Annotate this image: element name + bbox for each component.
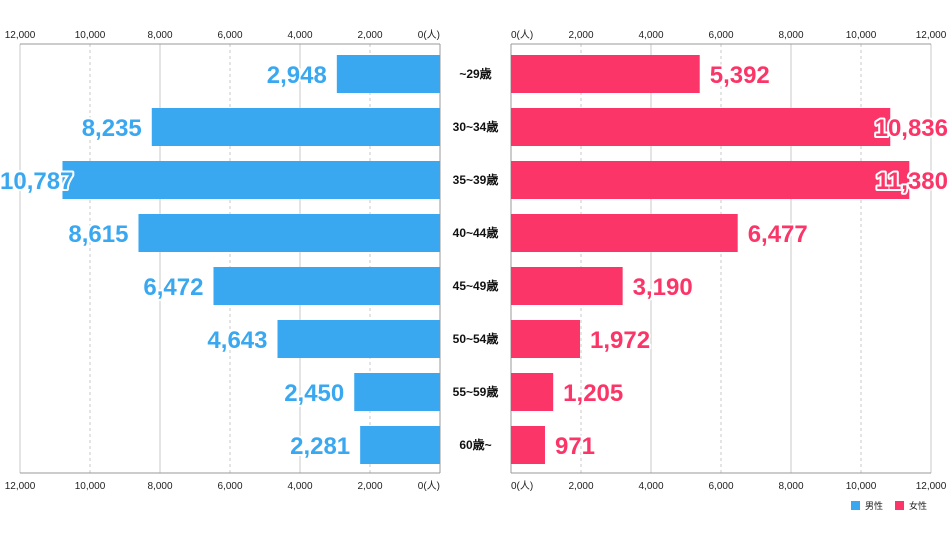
bar-male (138, 214, 440, 252)
tick-label-left-bottom: 0(人) (418, 480, 440, 492)
tick-label-left-top: 8,000 (147, 30, 172, 41)
value-label-female: 6,477 (748, 221, 808, 248)
tick-label-right-top: 10,000 (846, 30, 877, 41)
bar-female (511, 55, 700, 93)
legend-label-female: 女性 (909, 500, 927, 511)
tick-label-right-top: 8,000 (778, 30, 803, 41)
value-label-male: 10,787 (0, 168, 73, 195)
tick-label-right-top: 0(人) (511, 29, 533, 41)
bar-female (511, 161, 910, 199)
value-label-female: 971 (555, 433, 595, 460)
category-label: 55~59歳 (453, 384, 499, 399)
bar-male (336, 55, 440, 93)
bar-female (511, 320, 581, 358)
tick-label-right-bottom: 10,000 (846, 481, 877, 492)
tick-label-right-bottom: 2,000 (568, 481, 593, 492)
value-label-male: 8,235 (82, 115, 142, 142)
bar-female (511, 108, 891, 146)
value-label-male: 2,281 (290, 433, 350, 460)
category-label: 50~54歳 (453, 331, 499, 346)
bar-male (213, 267, 440, 305)
value-label-male: 8,615 (68, 221, 128, 248)
bar-male (354, 373, 440, 411)
tick-label-left-bottom: 2,000 (357, 481, 382, 492)
bar-male (62, 161, 441, 199)
tick-label-right-bottom: 0(人) (511, 480, 533, 492)
tick-label-left-top: 0(人) (418, 29, 440, 41)
value-label-female: 3,190 (633, 274, 693, 301)
category-label: 45~49歳 (453, 278, 499, 293)
tick-label-right-top: 12,000 (916, 30, 947, 41)
tick-label-left-bottom: 6,000 (217, 481, 242, 492)
value-label-female: 5,392 (710, 62, 770, 89)
value-label-female: 11,380 (876, 168, 948, 195)
value-label-male: 2,948 (267, 62, 327, 89)
tick-label-left-bottom: 8,000 (147, 481, 172, 492)
legend-swatch-female (895, 501, 904, 510)
tick-label-right-top: 6,000 (708, 30, 733, 41)
category-label: 30~34歳 (453, 119, 499, 134)
bar-male (277, 320, 440, 358)
tick-label-left-top: 12,000 (5, 30, 36, 41)
tick-label-left-bottom: 12,000 (5, 481, 36, 492)
tick-label-left-top: 10,000 (75, 30, 106, 41)
value-label-male: 4,643 (207, 327, 267, 354)
bar-male (360, 426, 440, 464)
legend-swatch-male (851, 501, 860, 510)
value-label-female: 1,205 (563, 380, 623, 407)
bar-female (511, 426, 545, 464)
tick-label-right-bottom: 4,000 (638, 481, 663, 492)
tick-label-right-top: 4,000 (638, 30, 663, 41)
value-label-male: 2,450 (284, 380, 344, 407)
value-label-female: 1,972 (590, 327, 650, 354)
tick-label-left-bottom: 4,000 (287, 481, 312, 492)
value-label-female: 10,836 (875, 115, 948, 142)
bar-female (511, 373, 554, 411)
tick-label-right-bottom: 6,000 (708, 481, 733, 492)
category-label: 60歳~ (459, 437, 491, 452)
bar-male (151, 108, 440, 146)
tick-label-left-top: 4,000 (287, 30, 312, 41)
category-label: 40~44歳 (453, 225, 499, 240)
bar-female (511, 214, 738, 252)
category-label: 35~39歳 (453, 172, 499, 187)
legend-label-male: 男性 (865, 500, 883, 511)
bar-female (511, 267, 623, 305)
tick-label-right-top: 2,000 (568, 30, 593, 41)
tick-label-left-top: 2,000 (357, 30, 382, 41)
tick-label-right-bottom: 12,000 (916, 481, 947, 492)
tick-label-left-top: 6,000 (217, 30, 242, 41)
value-label-male: 6,472 (143, 274, 203, 301)
tick-label-left-bottom: 10,000 (75, 481, 106, 492)
category-label: ~29歳 (459, 66, 491, 81)
tick-label-right-bottom: 8,000 (778, 481, 803, 492)
